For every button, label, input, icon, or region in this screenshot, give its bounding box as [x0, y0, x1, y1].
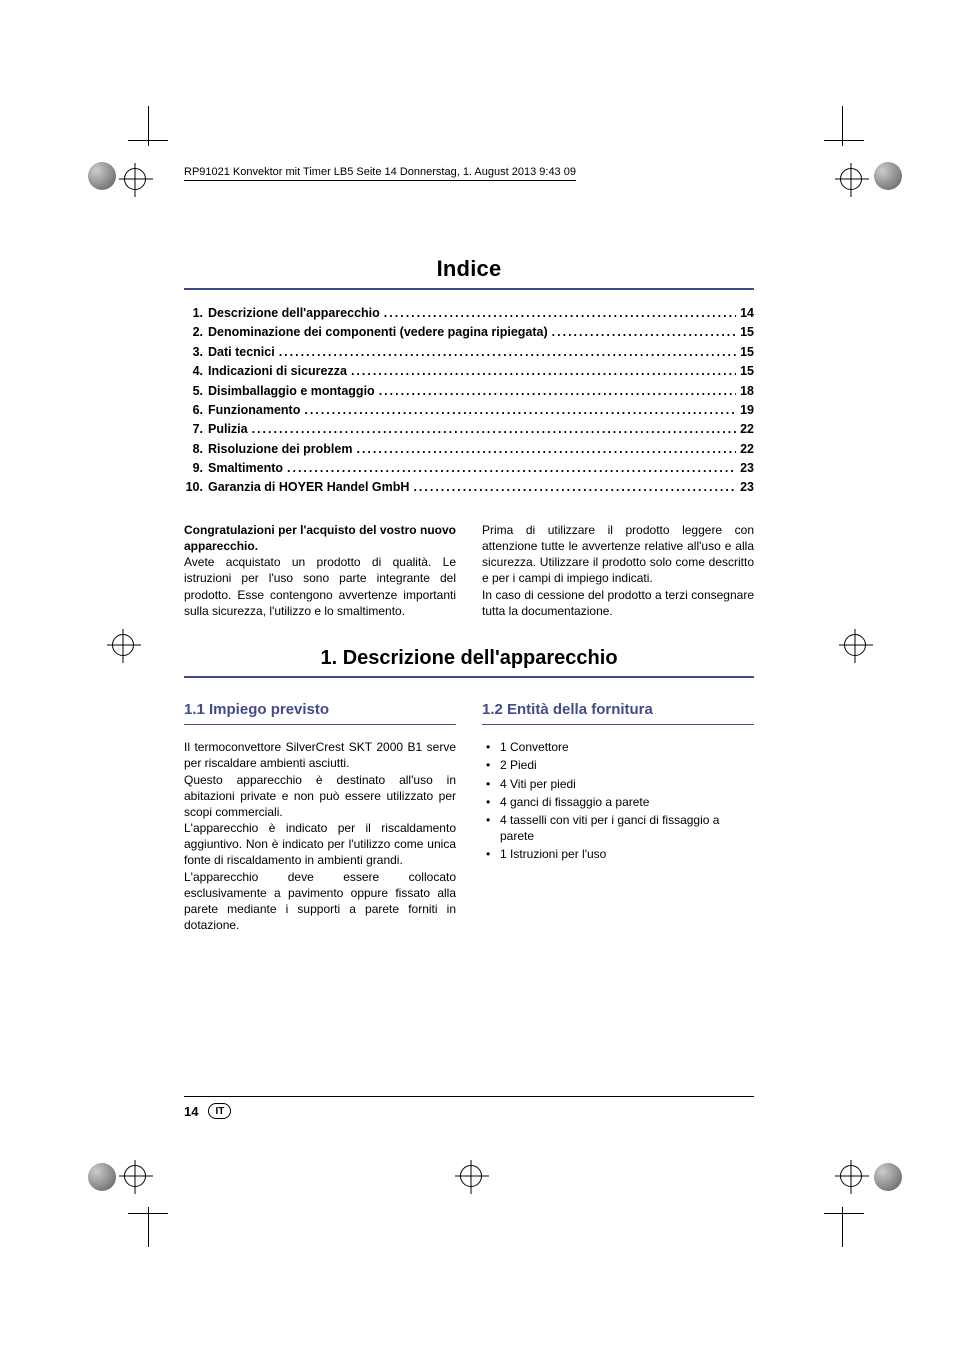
toc-leader: [552, 323, 736, 342]
toc-number: 10.: [184, 478, 208, 497]
toc-row: 4.Indicazioni di sicurezza 15: [184, 362, 754, 381]
toc-label: Descrizione dell'apparecchio: [208, 304, 380, 323]
toc-page: 23: [740, 459, 754, 478]
toc-label: Pulizia: [208, 420, 248, 439]
running-head: RP91021 Konvektor mit Timer LB5 Seite 14…: [184, 166, 576, 181]
p-1-1-d: L'apparecchio deve essere collocato escl…: [184, 869, 456, 934]
toc-page: 15: [740, 362, 754, 381]
toc-row: 6.Funzionamento 19: [184, 401, 754, 420]
toc-number: 7.: [184, 420, 208, 439]
list-item: 4 Viti per piedi: [482, 776, 754, 792]
toc-label: Garanzia di HOYER Handel GmbH: [208, 478, 409, 497]
toc-label: Smaltimento: [208, 459, 283, 478]
intro-left: Congratulazioni per l'acquisto del vostr…: [184, 522, 456, 619]
p-1-1-a: Il termoconvettore SilverCrest SKT 2000 …: [184, 739, 456, 771]
toc-number: 9.: [184, 459, 208, 478]
toc-page: 15: [740, 343, 754, 362]
toc-leader: [287, 459, 736, 478]
list-item: 2 Piedi: [482, 757, 754, 773]
toc-label: Indicazioni di sicurezza: [208, 362, 347, 381]
toc-row: 10.Garanzia di HOYER Handel GmbH 23: [184, 478, 754, 497]
crop-mark-tr: [834, 120, 904, 190]
table-of-contents: 1.Descrizione dell'apparecchio142.Denomi…: [184, 304, 754, 498]
toc-label: Disimballaggio e montaggio: [208, 382, 375, 401]
toc-number: 6.: [184, 401, 208, 420]
list-item: 4 tasselli con viti per i ganci di fissa…: [482, 812, 754, 844]
crop-mark-bc: [442, 1163, 512, 1233]
toc-row: 3.Dati tecnici 15: [184, 343, 754, 362]
toc-page: 22: [740, 440, 754, 459]
toc-row: 5.Disimballaggio e montaggio 18: [184, 382, 754, 401]
toc-number: 5.: [184, 382, 208, 401]
toc-leader: [384, 304, 736, 323]
p-1-1-c: L'apparecchio è indicato per il riscalda…: [184, 820, 456, 869]
toc-label: Risoluzione dei problem: [208, 440, 352, 459]
toc-leader: [351, 362, 736, 381]
p-1-1-b: Questo apparecchio è destinato all'uso i…: [184, 772, 456, 821]
crop-mark-tl: [88, 120, 158, 190]
toc-number: 2.: [184, 323, 208, 342]
toc-page: 14: [740, 304, 754, 323]
section-1-left: 1.1 Impiego previsto Il termoconvettore …: [184, 700, 456, 934]
list-item: 1 Convettore: [482, 739, 754, 755]
page-footer: 14 IT: [184, 1096, 754, 1119]
section-1-columns: 1.1 Impiego previsto Il termoconvettore …: [184, 700, 754, 934]
toc-page: 23: [740, 478, 754, 497]
toc-number: 4.: [184, 362, 208, 381]
toc-row: 8.Risoluzione dei problem 22: [184, 440, 754, 459]
section-1-right: 1.2 Entità della fornitura 1 Convettore 2…: [482, 700, 754, 934]
toc-leader: [279, 343, 736, 362]
toc-leader: [252, 420, 737, 439]
toc-leader: [413, 478, 736, 497]
section-1-title: 1. Descrizione dell'apparecchio: [184, 647, 754, 678]
intro-right-p1: Prima di utilizzare il prodotto leggere …: [482, 522, 754, 587]
toc-leader: [379, 382, 736, 401]
intro-right: Prima di utilizzare il prodotto leggere …: [482, 522, 754, 619]
intro-right-p2: In caso di cessione del prodotto a terzi…: [482, 587, 754, 619]
list-item: 4 ganci di fissaggio a parete: [482, 794, 754, 810]
language-badge: IT: [208, 1103, 231, 1119]
toc-label: Denominazione dei componenti (vedere pag…: [208, 323, 548, 342]
toc-leader: [304, 401, 736, 420]
page-content: Indice 1.Descrizione dell'apparecchio142…: [184, 256, 754, 933]
intro-columns: Congratulazioni per l'acquisto del vostr…: [184, 522, 754, 619]
crop-mark-mr: [838, 620, 908, 690]
crop-mark-ml: [80, 620, 150, 690]
toc-row: 1.Descrizione dell'apparecchio 14: [184, 304, 754, 323]
page-number: 14: [184, 1104, 198, 1119]
toc-page: 22: [740, 420, 754, 439]
heading-1-2: 1.2 Entità della fornitura: [482, 700, 754, 725]
intro-lead: Congratulazioni per l'acquisto del vostr…: [184, 523, 456, 553]
toc-page: 18: [740, 382, 754, 401]
toc-label: Funzionamento: [208, 401, 300, 420]
toc-row: 2.Denominazione dei componenti (vedere p…: [184, 323, 754, 342]
toc-number: 8.: [184, 440, 208, 459]
toc-leader: [356, 440, 736, 459]
toc-title: Indice: [184, 256, 754, 290]
list-item: 1 Istruzioni per l'uso: [482, 846, 754, 862]
toc-row: 7.Pulizia 22: [184, 420, 754, 439]
toc-label: Dati tecnici: [208, 343, 275, 362]
crop-mark-br: [834, 1163, 904, 1233]
toc-number: 1.: [184, 304, 208, 323]
toc-page: 15: [740, 323, 754, 342]
crop-mark-bl: [88, 1163, 158, 1233]
toc-page: 19: [740, 401, 754, 420]
supply-list: 1 Convettore 2 Piedi 4 Viti per piedi 4 gan…: [482, 739, 754, 862]
intro-left-body: Avete acquistato un prodotto di qualità.…: [184, 554, 456, 619]
toc-number: 3.: [184, 343, 208, 362]
toc-row: 9.Smaltimento 23: [184, 459, 754, 478]
heading-1-1: 1.1 Impiego previsto: [184, 700, 456, 725]
